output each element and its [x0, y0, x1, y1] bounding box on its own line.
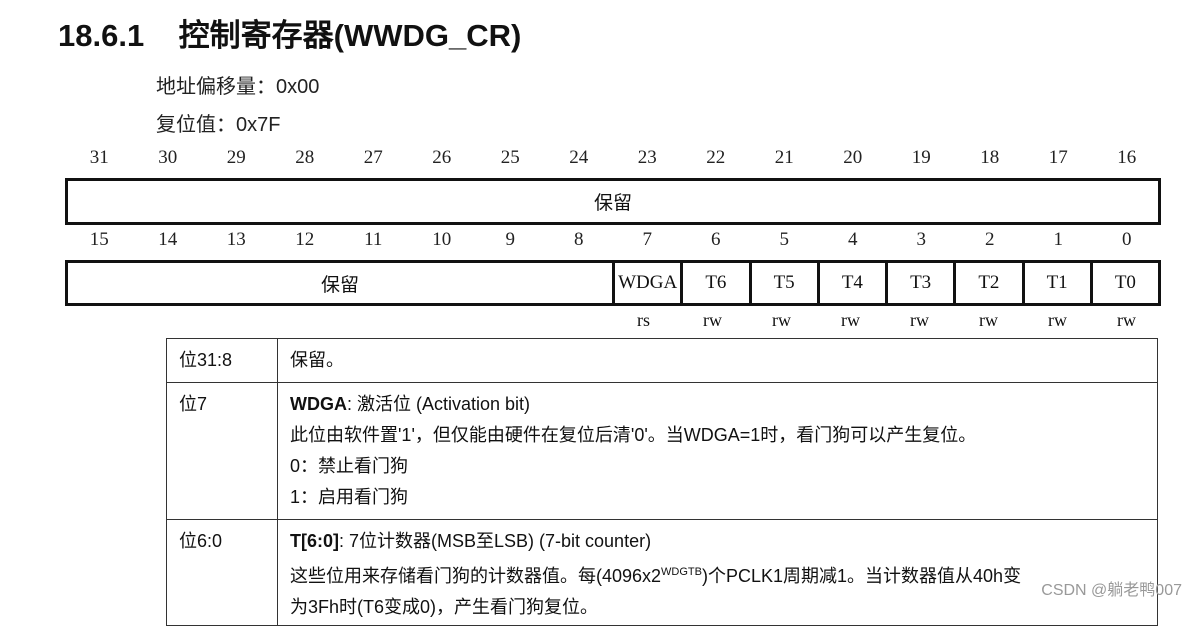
access-types: rs rw rw rw rw rw rw rw — [609, 310, 1161, 331]
bit-field: WDGA — [612, 263, 680, 303]
access-type: rs — [637, 310, 650, 330]
superscript: WDGTB — [661, 566, 702, 578]
bit-number: 1 — [1053, 229, 1064, 250]
desc-line: 为3Fh时(T6变成0)，产生看门狗复位。 — [290, 597, 599, 617]
access-type: rw — [1048, 310, 1067, 330]
field-title: : 7位计数器(MSB至LSB) (7-bit counter) — [339, 531, 652, 551]
bit-number: 31 — [89, 147, 109, 168]
field-name: WDGA — [290, 394, 347, 414]
desc-line: 这些位用来存储看门狗的计数器值。每(4096x2 — [290, 566, 662, 586]
table-row: 位31:8 保留。 — [166, 338, 1158, 383]
bit-number: 28 — [295, 147, 315, 168]
access-type: rw — [841, 310, 860, 330]
bit-number: 16 — [1117, 147, 1137, 168]
bit-number: 29 — [226, 147, 246, 168]
bit-description: T[6:0]: 7位计数器(MSB至LSB) (7-bit counter) 这… — [277, 519, 1158, 626]
desc-line: 此位由软件置'1'，但仅能由硬件在复位后清'0'。当WDGA=1时，看门狗可以产… — [290, 425, 977, 445]
desc-line: )个PCLK1周期减1。当计数器值从40h变 — [702, 566, 1022, 586]
bit-description-table: 位31:8 保留。 位7 WDGA: 激活位 (Activation bit) 此… — [166, 338, 1158, 626]
bit-number: 27 — [363, 147, 383, 168]
bit-number: 25 — [500, 147, 520, 168]
bit-number: 26 — [432, 147, 452, 168]
bit-field: T6 — [680, 263, 748, 303]
field-name: T[6:0] — [290, 531, 339, 551]
bit-description: 保留。 — [277, 338, 1158, 383]
reserved-field: 保留 — [320, 274, 359, 296]
bit-number: 3 — [916, 229, 927, 250]
bit-field: T5 — [748, 263, 817, 303]
bit-numbers-low: 15 14 13 12 11 10 9 8 7 6 5 4 3 2 1 0 — [65, 229, 1161, 251]
bit-numbers-high: 31 30 29 28 27 26 25 24 23 22 21 20 19 18 17 16 — [65, 147, 1161, 169]
bit-number: 8 — [574, 229, 584, 250]
bit-description: WDGA: 激活位 (Activation bit) 此位由软件置'1'，但仅能… — [277, 382, 1158, 520]
bit-number: 23 — [637, 147, 657, 168]
access-type: rw — [979, 310, 998, 330]
bit-field: T4 — [816, 263, 885, 303]
register-row-high: 保留 — [65, 178, 1161, 225]
bit-number: 4 — [848, 229, 858, 250]
address-offset: 地址偏移量：0x00 — [156, 76, 320, 98]
bit-number: 12 — [295, 229, 315, 250]
bit-number: 6 — [711, 229, 721, 250]
field-title: : 激活位 (Activation bit) — [347, 394, 531, 414]
desc-line: 0：禁止看门狗 — [290, 456, 409, 476]
bit-field: T3 — [885, 263, 953, 303]
bit-number: 9 — [505, 229, 516, 250]
bit-range: 位31:8 — [166, 338, 278, 383]
bit-range: 位7 — [166, 382, 278, 520]
section-title: 18.6.1 控制寄存器(WWDG_CR) — [58, 18, 522, 53]
bit-number: 24 — [569, 147, 589, 168]
bit-number: 5 — [779, 229, 790, 250]
table-row: 位7 WDGA: 激活位 (Activation bit) 此位由软件置'1'，… — [166, 382, 1158, 520]
access-type: rw — [703, 310, 722, 330]
bit-number: 22 — [706, 147, 726, 168]
bit-number: 0 — [1122, 229, 1132, 250]
bit-number: 13 — [226, 229, 246, 250]
bit-number: 11 — [364, 229, 383, 250]
bit-number: 17 — [1048, 147, 1068, 168]
bit-field: T2 — [953, 263, 1021, 303]
access-type: rw — [1117, 310, 1136, 330]
bit-number: 14 — [158, 229, 178, 250]
bit-range: 位6:0 — [166, 519, 278, 626]
desc-line: 1：启用看门狗 — [290, 487, 409, 507]
access-type: rw — [772, 310, 791, 330]
bit-field: T0 — [1089, 263, 1158, 303]
bit-number: 20 — [843, 147, 863, 168]
table-row: 位6:0 T[6:0]: 7位计数器(MSB至LSB) (7-bit count… — [166, 519, 1158, 626]
bit-number: 2 — [985, 229, 995, 250]
bit-number: 7 — [642, 229, 653, 250]
reset-value: 复位值：0x7F — [156, 114, 281, 136]
access-type: rw — [910, 310, 929, 330]
bit-number: 10 — [432, 229, 452, 250]
bit-field: T1 — [1021, 263, 1090, 303]
bit-number: 21 — [774, 147, 794, 168]
bit-number: 19 — [911, 147, 931, 168]
bit-number: 15 — [89, 229, 109, 250]
bit-number: 18 — [980, 147, 1000, 168]
watermark: CSDN @躺老鸭007 — [1041, 582, 1182, 599]
bit-number: 30 — [158, 147, 178, 168]
reserved-field: 保留 — [593, 193, 632, 214]
register-row-low: 保留 WDGA T6 T5 T4 T3 T2 T1 T0 — [65, 260, 1161, 306]
